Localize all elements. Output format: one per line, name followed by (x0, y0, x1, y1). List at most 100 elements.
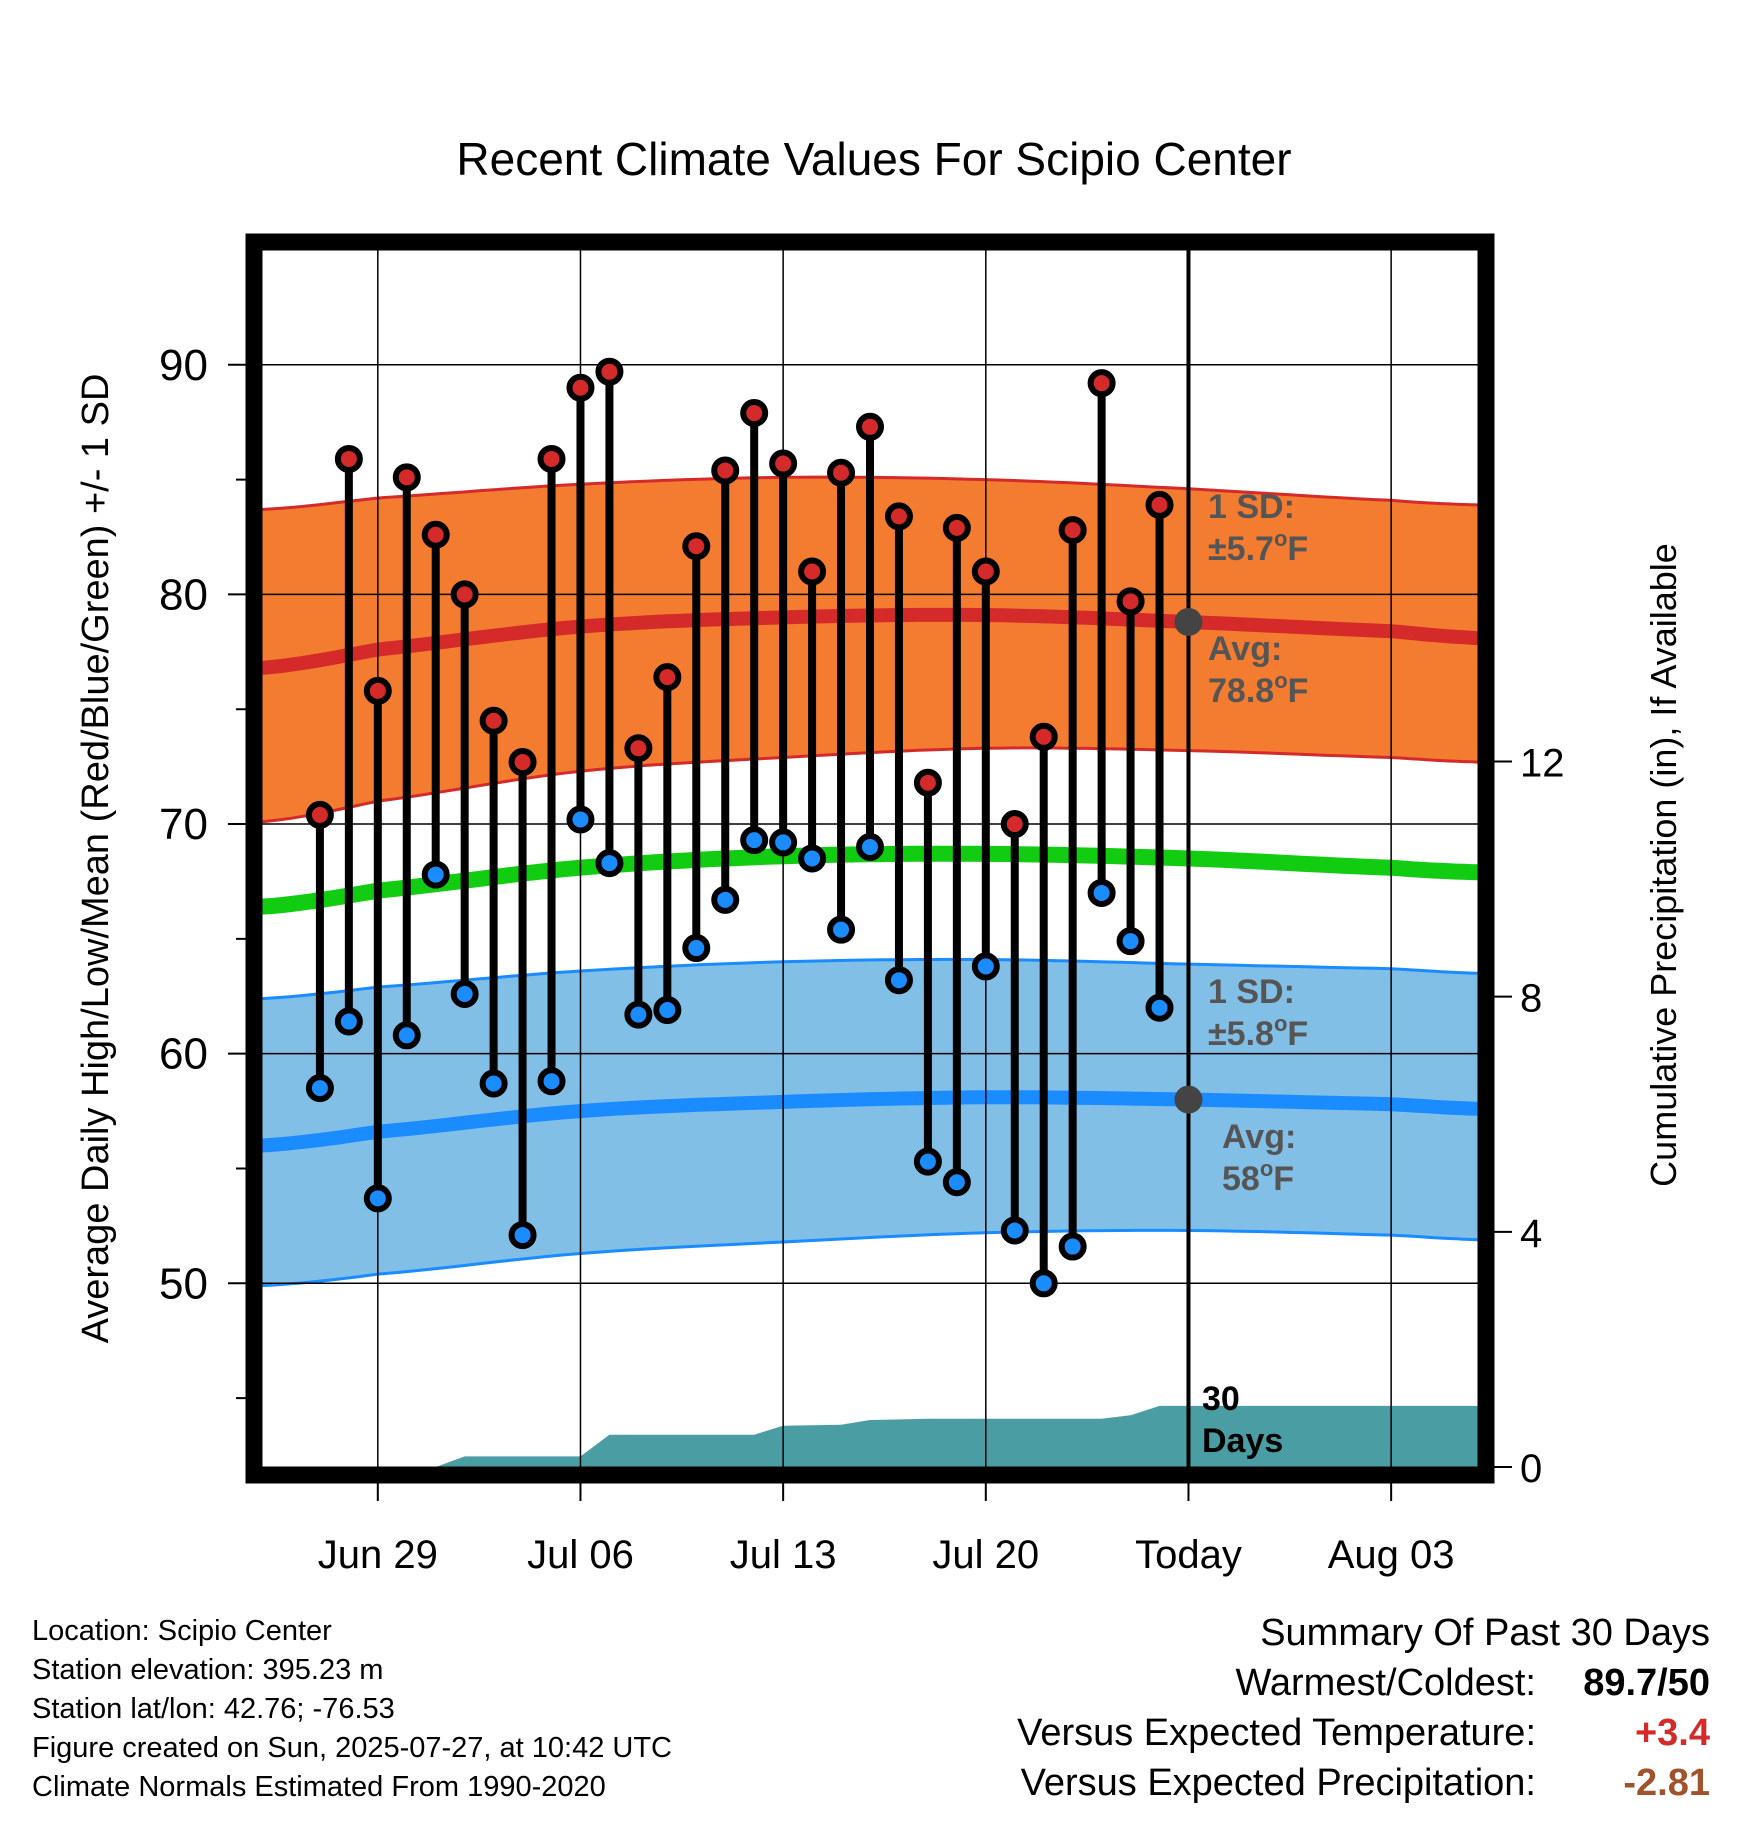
summary-temp: Versus Expected Temperature: +3.4 (810, 1712, 1710, 1762)
y-tick-label-right: 12 (1520, 741, 1565, 785)
plot-frame (245, 233, 1495, 1484)
daily-low-point (798, 844, 827, 873)
daily-low-point (450, 979, 479, 1008)
daily-low-point (856, 833, 884, 862)
x-tick-label: Jul 13 (730, 1533, 837, 1577)
y-tick-label-right: 8 (1520, 977, 1542, 1021)
daily-low-point (971, 952, 1000, 981)
summary-panel: Summary Of Past 30 Days Warmest/Coldest:… (810, 1612, 1710, 1812)
low-sd-upper-line (262, 957, 1478, 1001)
created-text: Figure created on Sun, 2025-07-27, at 10… (32, 1732, 672, 1764)
low-sd-lower-line (262, 1228, 1478, 1288)
daily-low-point (566, 805, 595, 834)
daily-high-point (508, 748, 537, 777)
daily-high-point (450, 580, 479, 609)
daily-low-point (508, 1221, 537, 1250)
low-sd-band (262, 959, 1478, 1286)
daily-low-point (1029, 1269, 1058, 1298)
daily-low-point (421, 860, 450, 889)
daily-low-point (653, 996, 682, 1025)
climate-chart: 90 80 70 60 50 12 8 4 0 Jun 29 Jul 06 Jul 13 Jul 20 T… (75, 133, 1684, 1577)
daily-low-point (305, 1074, 334, 1103)
daily-low-point (942, 1168, 971, 1197)
summary-warm-cold: Warmest/Coldest: 89.7/50 (810, 1662, 1710, 1712)
daily-high-point (566, 373, 595, 402)
daily-low-point (1058, 1232, 1087, 1261)
daily-high-point (1000, 810, 1029, 839)
mean-avg-line (262, 845, 1478, 915)
high-sd-upper-line (262, 475, 1478, 511)
daily-high-point (856, 412, 884, 441)
precip-value: -2.81 (1623, 1762, 1710, 1804)
summary-title-text: Summary Of Past 30 Days (1260, 1612, 1710, 1654)
daily-high-point (682, 532, 711, 561)
daily-high-point (798, 557, 827, 586)
daily-high-point (1029, 722, 1058, 751)
daily-low-point (740, 826, 769, 855)
high-sd-label: 1 SD: (1208, 488, 1295, 526)
daily-low-point (1145, 993, 1174, 1022)
daily-high-point (537, 444, 566, 473)
high-avg-label: Avg: (1208, 630, 1282, 668)
today-high-avg-dot (1174, 607, 1203, 636)
daily-low-point (884, 966, 913, 995)
normals-text: Climate Normals Estimated From 1990-2020 (32, 1771, 606, 1803)
daily-low-point (682, 934, 711, 963)
daily-low-point (537, 1067, 566, 1096)
daily-high-point (884, 502, 913, 531)
daily-high-point (305, 800, 334, 829)
warm-cold-label: Warmest/Coldest: (1235, 1662, 1536, 1704)
today-low-avg-dot (1174, 1085, 1203, 1114)
daily-high-point (942, 513, 971, 542)
x-tick-label: Jun 29 (318, 1533, 438, 1577)
daily-high-point (740, 399, 769, 428)
x-tick-label: Jul 20 (932, 1533, 1039, 1577)
plot-area (262, 250, 1478, 1467)
x-tick-label: Today (1135, 1533, 1242, 1577)
daily-high-point (479, 706, 508, 735)
y-tick-label-left: 90 (159, 341, 208, 390)
daily-low-point (479, 1069, 508, 1098)
low-sd-value: ±5.8oF (1208, 1011, 1308, 1053)
y-axis-label-right: Cumulative Precipitation (in), If Availa… (1643, 543, 1684, 1187)
daily-high-point (1145, 490, 1174, 519)
precip-days-label-2: Days (1202, 1422, 1283, 1460)
y-tick-label-right: 4 (1520, 1212, 1542, 1256)
x-tick-label: Aug 03 (1328, 1533, 1455, 1577)
daily-high-point (971, 557, 1000, 586)
x-tick-label: Jul 06 (527, 1533, 634, 1577)
elevation-text: Station elevation: 395.23 m (32, 1654, 384, 1686)
daily-low-point (769, 828, 798, 857)
daily-low-point (334, 1007, 363, 1036)
summary-title: Summary Of Past 30 Days (810, 1612, 1710, 1662)
low-avg-label: Avg: (1222, 1118, 1296, 1156)
text-layer: 90 80 70 60 50 12 8 4 0 Jun 29 Jul 06 Jul 13 Jul 20 T… (75, 133, 1684, 1577)
daily-high-point (421, 520, 450, 549)
daily-low-point (1116, 927, 1145, 956)
high-avg-value: 78.8oF (1208, 668, 1308, 710)
y-axis-label-left: Average Daily High/Low/Mean (Red/Blue/Gr… (75, 374, 117, 1344)
daily-low-point (595, 849, 624, 878)
low-sd-label: 1 SD: (1208, 973, 1295, 1011)
daily-low-point (392, 1021, 421, 1050)
daily-low-point (624, 1000, 653, 1029)
daily-high-point (1116, 587, 1145, 616)
latlon-text: Station lat/lon: 42.76; -76.53 (32, 1693, 395, 1725)
y-tick-label-left: 70 (159, 800, 208, 849)
daily-low-point (711, 885, 740, 914)
y-tick-label-left: 80 (159, 570, 208, 619)
high-sd-lower-line (262, 746, 1478, 824)
precip-label: Versus Expected Precipitation: (1020, 1762, 1536, 1804)
daily-high-point (827, 458, 856, 487)
daily-low-point (1087, 878, 1116, 907)
low-avg-value: 58oF (1222, 1156, 1294, 1198)
warm-cold-value: 89.7/50 (1583, 1662, 1710, 1704)
y-tick-label-left: 50 (159, 1259, 208, 1308)
summary-precip: Versus Expected Precipitation: -2.81 (810, 1762, 1710, 1812)
y-tick-label-right: 0 (1520, 1447, 1542, 1491)
daily-high-point (1087, 369, 1116, 398)
daily-high-point (595, 357, 624, 386)
chart-title: Recent Climate Values For Scipio Center (456, 133, 1291, 185)
location-text: Location: Scipio Center (32, 1615, 332, 1647)
precip-days-label-1: 30 (1202, 1380, 1240, 1418)
